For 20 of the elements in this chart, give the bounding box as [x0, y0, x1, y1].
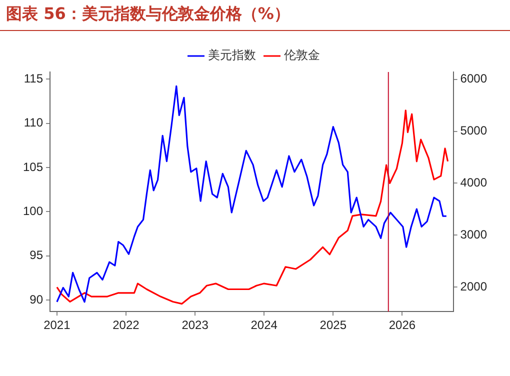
x-tick-label: 2026 — [388, 318, 416, 332]
chart-title: 图表 56：美元指数与伦敦金价格（%） — [6, 4, 290, 25]
y2-tick-label: 6000 — [460, 72, 488, 86]
x-tick-label: 2023 — [182, 318, 209, 332]
y-tick-label: 100 — [22, 204, 44, 218]
y-tick-label: 95 — [30, 248, 44, 262]
y2-tick-label: 3000 — [460, 228, 488, 242]
legend-label: 伦敦金 — [284, 48, 320, 62]
x-tick-label: 2022 — [112, 318, 140, 332]
x-tick-label: 2021 — [44, 318, 71, 332]
y2-tick-label: 2000 — [460, 279, 488, 294]
x-tick-label: 2025 — [320, 318, 347, 332]
y2-tick-label: 5000 — [460, 124, 488, 138]
x-tick-label: 2024 — [250, 318, 278, 332]
y-tick-label: 110 — [24, 116, 44, 130]
y-tick-label: 115 — [24, 71, 44, 86]
y-tick-label: 105 — [22, 160, 44, 174]
y-tick-label: 90 — [30, 292, 44, 306]
y2-tick-label: 4000 — [460, 176, 488, 190]
legend-label: 美元指数 — [208, 48, 256, 62]
